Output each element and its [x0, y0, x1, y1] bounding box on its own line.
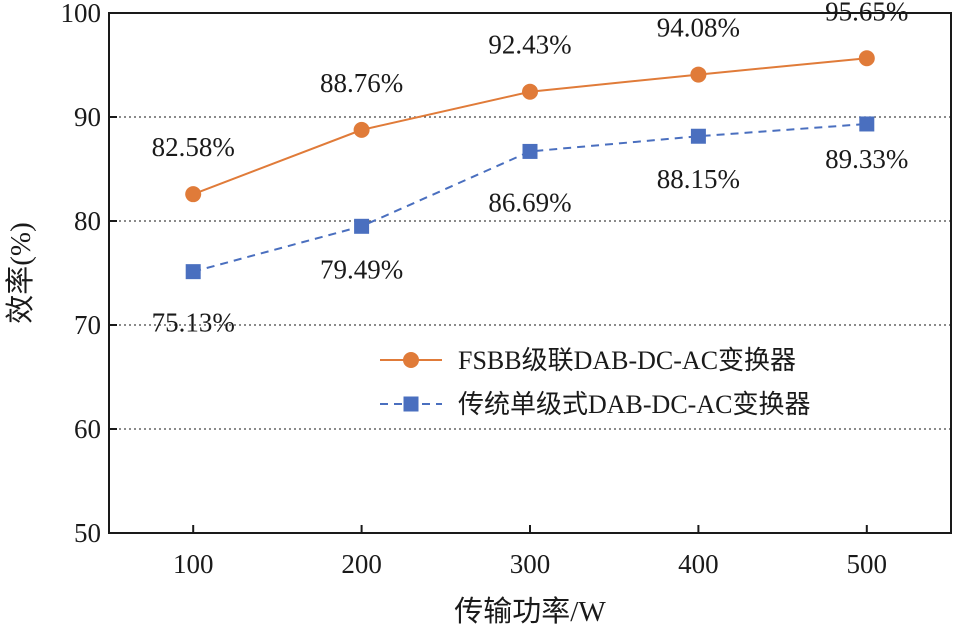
series-2-data-label-3: 88.15% — [657, 164, 740, 194]
series-1-data-label-0: 82.58% — [152, 132, 235, 162]
series-2-data-label-0: 75.13% — [152, 308, 235, 338]
x-tick-label-4: 500 — [847, 549, 888, 579]
legend-marker-series-1 — [403, 352, 419, 368]
series-2-line — [192, 122, 867, 273]
series-2-point-3 — [690, 128, 706, 144]
series-1-data-label-2: 92.43% — [488, 30, 571, 60]
y-tick-label-3: 80 — [74, 206, 101, 236]
series-1-point-4 — [858, 50, 875, 67]
series-1-line — [192, 57, 867, 196]
y-tick-label-2: 70 — [74, 310, 101, 340]
series-1-data-label-3: 94.08% — [657, 13, 740, 43]
y-tick-label-1: 60 — [74, 414, 101, 444]
gridlines — [109, 116, 951, 430]
x-tick-label-3: 400 — [678, 549, 719, 579]
series-2-data-label-1: 79.49% — [320, 254, 403, 284]
series-1-point-0 — [185, 186, 202, 203]
series-1-data-label-1: 88.76% — [320, 68, 403, 98]
series-1-point-2 — [522, 83, 538, 100]
series — [185, 50, 875, 280]
series-1-data-label-4: 95.65% — [825, 0, 908, 26]
y-tick-label-5: 100 — [61, 0, 102, 28]
series-2-point-0 — [185, 264, 201, 280]
series-2-point-4 — [859, 116, 875, 132]
x-axis-title: 传输功率/W — [454, 595, 606, 628]
x-tick-label-0: 100 — [173, 549, 214, 579]
x-tick-label-1: 200 — [341, 549, 382, 579]
series-1-point-3 — [690, 66, 707, 83]
x-tick-label-2: 300 — [510, 549, 551, 579]
y-tick-label-4: 90 — [74, 102, 101, 132]
legend: FSBB级联DAB-DC-AC变换器 传统单级式DAB-DC-AC变换器 — [380, 346, 810, 419]
series-2-data-label-2: 86.69% — [488, 187, 571, 217]
series-2-point-2 — [522, 143, 538, 159]
series-2-point-1 — [354, 218, 370, 234]
data-labels: 82.58% 88.76% 92.43% 94.08% 95.65% 75.13% 79.4… — [152, 0, 909, 338]
series-1-point-1 — [353, 121, 370, 138]
legend-marker-series-2 — [403, 396, 419, 412]
y-tick-label-0: 50 — [74, 518, 101, 548]
series-2-data-label-4: 89.33% — [825, 144, 908, 174]
legend-label-series-1: FSBB级联DAB-DC-AC变换器 — [458, 346, 796, 375]
legend-label-series-2: 传统单级式DAB-DC-AC变换器 — [458, 390, 810, 419]
axes: 50 60 70 80 90 100 100 200 300 400 500 — [61, 0, 888, 579]
y-axis-title: 效率(%) — [4, 222, 37, 323]
